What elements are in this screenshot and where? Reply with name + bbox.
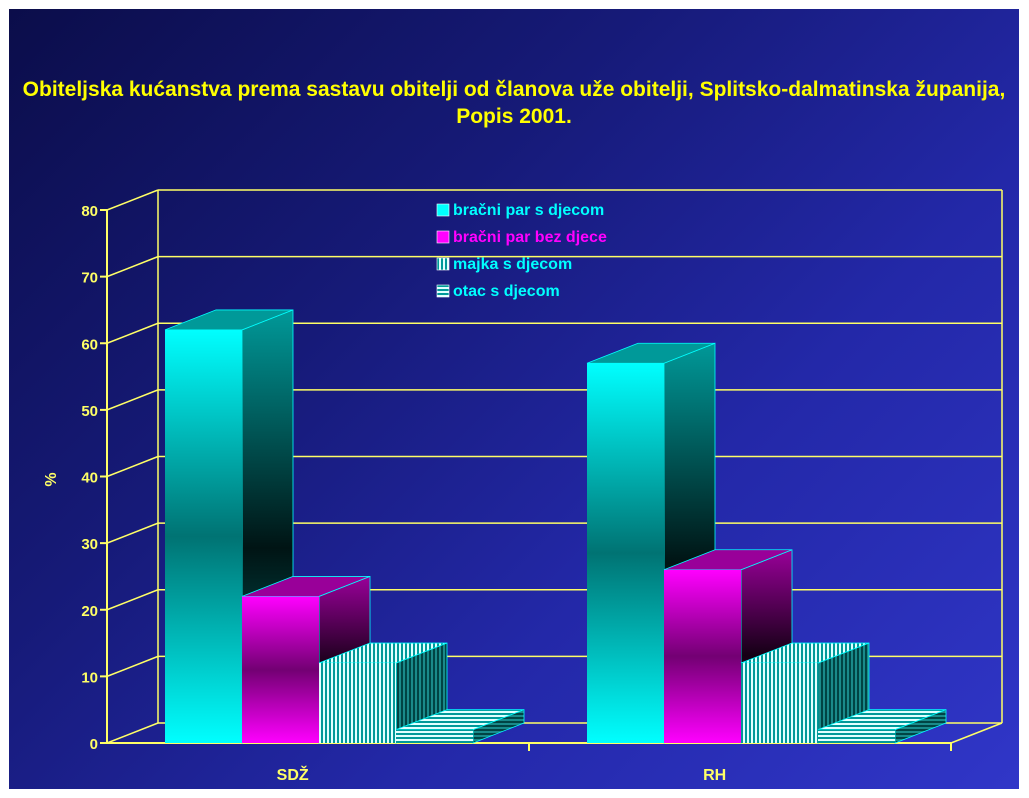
bar-chart: 0 10 20 30 40 50 60 70 80% SDŽ RH bračni par s dje… (43, 189, 1003, 784)
y-tick-label: 20 (81, 603, 98, 620)
y-tick-label: 10 (81, 669, 98, 686)
legend-item: majka s djecom (436, 256, 572, 273)
legend-swatch (436, 284, 450, 298)
chart-title: Obiteljska kućanstva prema sastavu obite… (22, 78, 1006, 128)
legend-label: bračni par bez djece (453, 229, 607, 246)
gridline-side (106, 189, 159, 211)
y-tick-label: 50 (81, 403, 98, 420)
y-tick-label: 30 (81, 536, 98, 553)
y-axis-label: % (43, 472, 60, 486)
bar-front (818, 729, 895, 743)
gridline-side (106, 655, 159, 678)
gridline-side (106, 522, 159, 544)
y-tick-label: 70 (81, 270, 98, 287)
y-tick-label: 40 (81, 470, 98, 487)
legend-swatch (436, 257, 450, 271)
legend-item: bračni par bez djece (436, 229, 607, 246)
legend-label: bračni par s djecom (453, 202, 604, 219)
bar-front (396, 729, 473, 743)
legend-swatch (436, 230, 450, 244)
legend-item: bračni par s djecom (436, 202, 604, 219)
x-tick-label: RH (703, 767, 726, 784)
legend-label: majka s djecom (453, 256, 572, 273)
chart-legend: bračni par s djecom bračni par bez djece m… (436, 202, 607, 300)
bar-front (664, 569, 741, 743)
x-tick-label: SDŽ (277, 765, 309, 784)
legend-item: otac s djecom (436, 283, 560, 300)
bar-front (242, 596, 319, 743)
y-tick-label: 60 (81, 336, 98, 353)
gridline-side (106, 255, 159, 278)
chart-bars (164, 309, 947, 744)
gridline-side (106, 389, 159, 411)
y-tick-label: 80 (81, 203, 98, 220)
gridline-side (106, 455, 159, 478)
bar-front (319, 663, 396, 743)
gridline-side (106, 722, 159, 744)
bar-front (165, 329, 242, 743)
bar-front (587, 363, 664, 743)
slide-background: Obiteljska kućanstva prema sastavu obite… (9, 9, 1019, 789)
floor-right-edge (950, 722, 1003, 744)
legend-swatch (436, 203, 450, 217)
y-tick-label: 0 (90, 736, 98, 753)
gridline-side (106, 322, 159, 344)
gridline-side (106, 589, 159, 611)
bar-front (741, 663, 818, 743)
legend-label: otac s djecom (453, 283, 560, 300)
bar (395, 709, 525, 744)
bar (318, 642, 448, 744)
bar (817, 709, 947, 744)
